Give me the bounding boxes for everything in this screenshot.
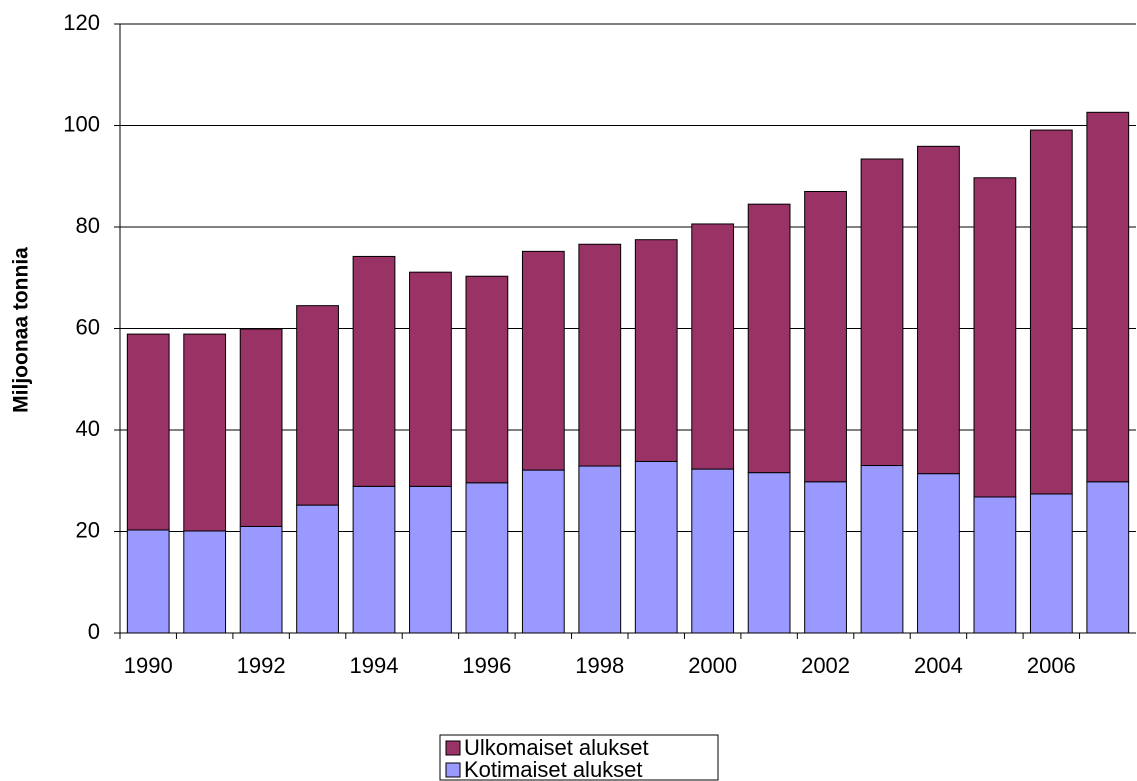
bar [239, 525, 283, 634]
bar [973, 177, 1017, 498]
x-tick-label: 2002 [801, 653, 850, 678]
legend-label: Ulkomaiset alukset [464, 735, 649, 760]
bar [860, 465, 904, 634]
bar [521, 250, 565, 471]
legend-box [439, 734, 719, 781]
y-tick-label: 40 [76, 416, 100, 441]
bar [409, 271, 452, 487]
bar [804, 190, 847, 483]
bar [917, 473, 960, 634]
x-tick-label: 1998 [575, 653, 624, 678]
bar [973, 496, 1017, 634]
x-tick-label: 2000 [688, 653, 737, 678]
bar [634, 239, 678, 462]
x-tick-label: 1994 [350, 653, 399, 678]
x-tick-label: 2004 [914, 653, 963, 678]
bar [1086, 111, 1130, 483]
bar [465, 482, 509, 634]
bar [747, 472, 791, 634]
bar [917, 145, 960, 475]
bar [352, 255, 396, 487]
bar [691, 468, 735, 634]
bar [183, 333, 227, 532]
bar [1086, 481, 1130, 634]
bar [860, 158, 904, 467]
bar [183, 530, 227, 634]
bar [578, 465, 622, 634]
bar [691, 223, 735, 470]
y-tick-label: 100 [63, 111, 100, 136]
x-tick-label: 1992 [237, 653, 286, 678]
bar [239, 328, 283, 527]
bar [126, 529, 170, 634]
bar [296, 504, 339, 634]
bar [465, 275, 509, 484]
bar [409, 485, 452, 634]
y-tick-label: 20 [76, 517, 100, 542]
bar [578, 243, 622, 467]
x-tick-label: 2006 [1027, 653, 1076, 678]
x-tick-label: 1990 [124, 653, 173, 678]
legend-swatch [445, 740, 461, 756]
y-tick-label: 60 [76, 314, 100, 339]
bar [634, 460, 678, 634]
bar [747, 203, 791, 474]
y-tick-label: 80 [76, 213, 100, 238]
bar [296, 305, 339, 506]
bar [1029, 129, 1073, 495]
y-tick-label: 0 [88, 619, 100, 644]
y-axis-title: Miljoonaa tonnia [10, 247, 33, 413]
bar [126, 333, 170, 531]
legend-label: Kotimaiset alukset [464, 757, 643, 781]
bar [521, 469, 565, 634]
legend-swatch [445, 762, 461, 778]
x-tick-label: 1996 [462, 653, 511, 678]
bar [352, 485, 396, 634]
y-tick-label: 120 [63, 10, 100, 35]
bar [1029, 493, 1073, 634]
bar [804, 481, 847, 634]
